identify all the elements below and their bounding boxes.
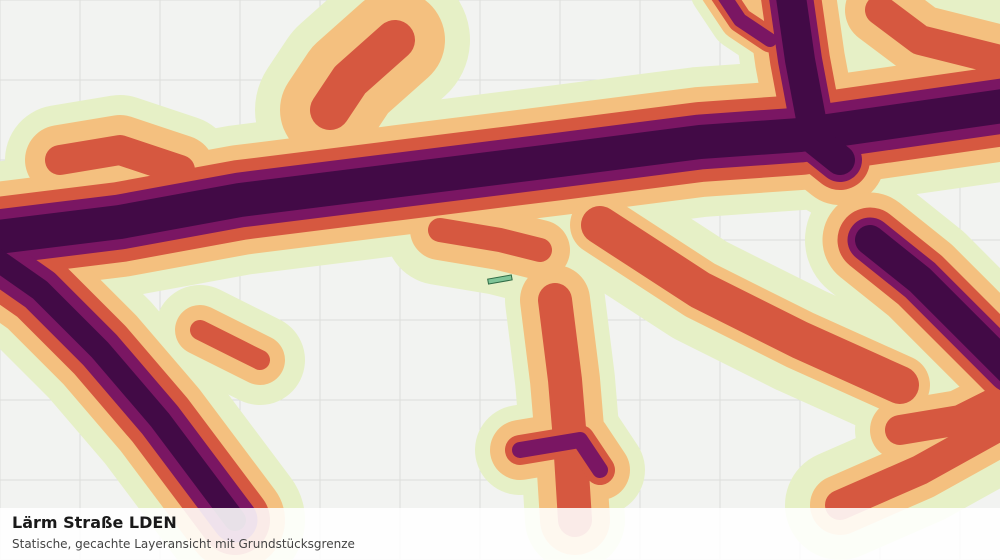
noise-band-extreme [855,225,1000,382]
noise-band-high [310,20,415,130]
noise-band-high [825,408,1000,520]
caption: Lärm Straße LDEN Statische, gecachte Lay… [0,508,1000,560]
title: Lärm Straße LDEN [12,513,177,532]
noise-band-high [428,218,552,262]
noise-band-high [885,385,1000,445]
noise-band-extreme [0,248,246,531]
noise-band-high [190,320,270,370]
noise-band-high [45,135,195,185]
noise-band-high [865,0,1000,75]
subtitle: Statische, gecachte Layeransicht mit Gru… [12,537,355,551]
noise-band-extreme [776,0,855,175]
noise-band-high [538,283,592,537]
noise-band-very-high [512,432,608,478]
noise-band-extreme [0,89,1000,254]
noise-band-high [581,206,919,404]
parcel-boundary [487,274,513,285]
noise-band-very-high [718,0,777,47]
